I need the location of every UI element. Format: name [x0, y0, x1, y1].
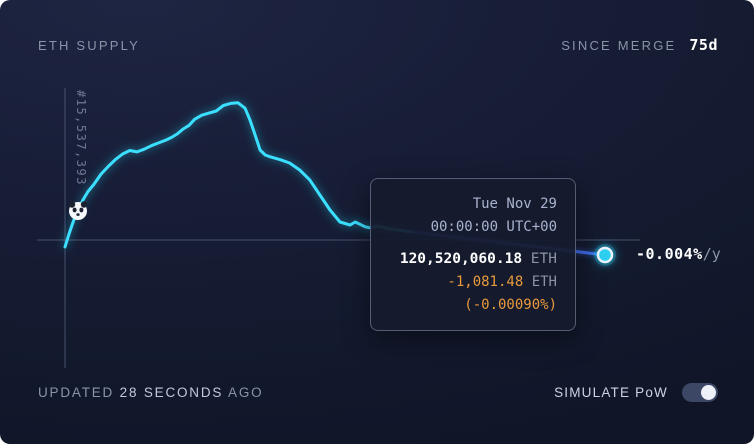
- growth-rate-value: -0.004%: [636, 245, 703, 263]
- updated-time: 28 SECONDS: [119, 385, 224, 400]
- merge-panda-marker: [68, 201, 88, 220]
- supply-line: [63, 101, 413, 249]
- updated-suffix: AGO: [228, 385, 264, 400]
- tooltip-supply-value: 120,520,060.18: [399, 251, 523, 267]
- simulate-pow-control: SIMULATE PoW: [554, 383, 718, 402]
- merge-block-label: #15,537,393: [74, 90, 88, 186]
- card-footer: UPDATED 28 SECONDS AGO SIMULATE PoW: [38, 383, 718, 402]
- card-header: ETH SUPPLY SINCE MERGE 75d: [38, 36, 718, 54]
- chart-tooltip: Tue Nov 29 00:00:00 UTC+00 120,520,060.1…: [370, 178, 576, 331]
- tooltip-supply-unit: ETH: [530, 251, 557, 267]
- growth-rate-suffix: /y: [702, 245, 721, 263]
- current-point-marker: [594, 243, 616, 266]
- timeframe-value[interactable]: 75d: [689, 36, 718, 54]
- tooltip-change-row: -1,081.48 ETH: [389, 271, 557, 294]
- tooltip-date: Tue Nov 29: [472, 196, 557, 212]
- updated-prefix: UPDATED: [38, 385, 115, 400]
- growth-rate-label: -0.004%/y: [636, 245, 721, 263]
- simulate-pow-toggle[interactable]: [682, 383, 718, 402]
- tooltip-supply-row: 120,520,060.18 ETH: [389, 248, 557, 271]
- timeframe-label: SINCE MERGE: [561, 37, 677, 53]
- timeframe-selector[interactable]: SINCE MERGE 75d: [561, 36, 718, 54]
- widget-title: ETH SUPPLY: [38, 37, 140, 53]
- toggle-knob: [701, 385, 716, 400]
- updated-status: UPDATED 28 SECONDS AGO: [38, 385, 263, 400]
- tooltip-time: 00:00:00 UTC+00: [430, 219, 557, 235]
- simulate-pow-label: SIMULATE PoW: [554, 385, 668, 400]
- tooltip-change-unit: ETH: [531, 274, 557, 290]
- tooltip-change-pct: (-0.00090%): [464, 297, 557, 313]
- tooltip-change-value: -1,081.48: [447, 274, 524, 290]
